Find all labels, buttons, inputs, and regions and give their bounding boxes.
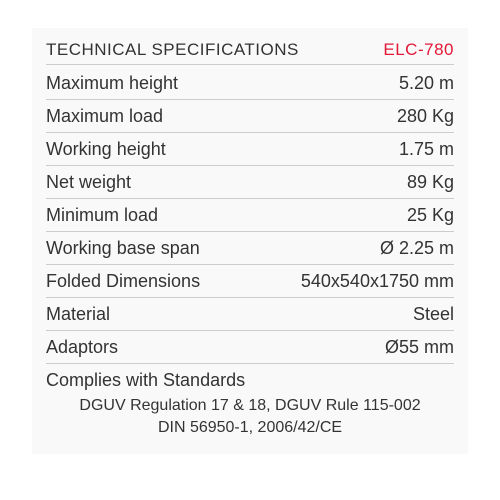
compliance-text-1: DGUV Regulation 17 & 18, DGUV Rule 115-0… <box>46 395 454 417</box>
compliance-section: Complies with Standards DGUV Regulation … <box>46 364 454 438</box>
spec-label: Net weight <box>46 172 131 193</box>
spec-label: Adaptors <box>46 337 118 358</box>
spec-label: Minimum load <box>46 205 158 226</box>
spec-value: 540x540x1750 mm <box>301 271 454 292</box>
spec-label: Material <box>46 304 110 325</box>
spec-label: Folded Dimensions <box>46 271 200 292</box>
specs-container: Maximum height 5.20 m Maximum load 280 Kg Wo… <box>46 67 454 364</box>
spec-label: Maximum height <box>46 73 178 94</box>
compliance-title: Complies with Standards <box>46 370 454 391</box>
spec-value: 1.75 m <box>399 139 454 160</box>
spec-row: Working height 1.75 m <box>46 133 454 166</box>
spec-label: Working base span <box>46 238 200 259</box>
header-row: TECHNICAL SPECIFICATIONS ELC-780 <box>46 40 454 65</box>
spec-row: Material Steel <box>46 298 454 331</box>
spec-value: 89 Kg <box>407 172 454 193</box>
spec-value: 280 Kg <box>397 106 454 127</box>
spec-table: TECHNICAL SPECIFICATIONS ELC-780 Maximum… <box>32 28 468 454</box>
spec-value: 5.20 m <box>399 73 454 94</box>
spec-row: Folded Dimensions 540x540x1750 mm <box>46 265 454 298</box>
compliance-text-2: DIN 56950-1, 2006/42/CE <box>46 417 454 439</box>
spec-label: Working height <box>46 139 166 160</box>
spec-row: Minimum load 25 Kg <box>46 199 454 232</box>
spec-row: Adaptors Ø55 mm <box>46 331 454 364</box>
spec-row: Working base span Ø 2.25 m <box>46 232 454 265</box>
model-code: ELC-780 <box>383 40 454 60</box>
spec-label: Maximum load <box>46 106 163 127</box>
spec-row: Maximum height 5.20 m <box>46 67 454 100</box>
spec-value: Ø 2.25 m <box>380 238 454 259</box>
spec-value: 25 Kg <box>407 205 454 226</box>
spec-row: Net weight 89 Kg <box>46 166 454 199</box>
header-title: TECHNICAL SPECIFICATIONS <box>46 40 299 60</box>
spec-value: Steel <box>413 304 454 325</box>
spec-value: Ø55 mm <box>385 337 454 358</box>
spec-row: Maximum load 280 Kg <box>46 100 454 133</box>
